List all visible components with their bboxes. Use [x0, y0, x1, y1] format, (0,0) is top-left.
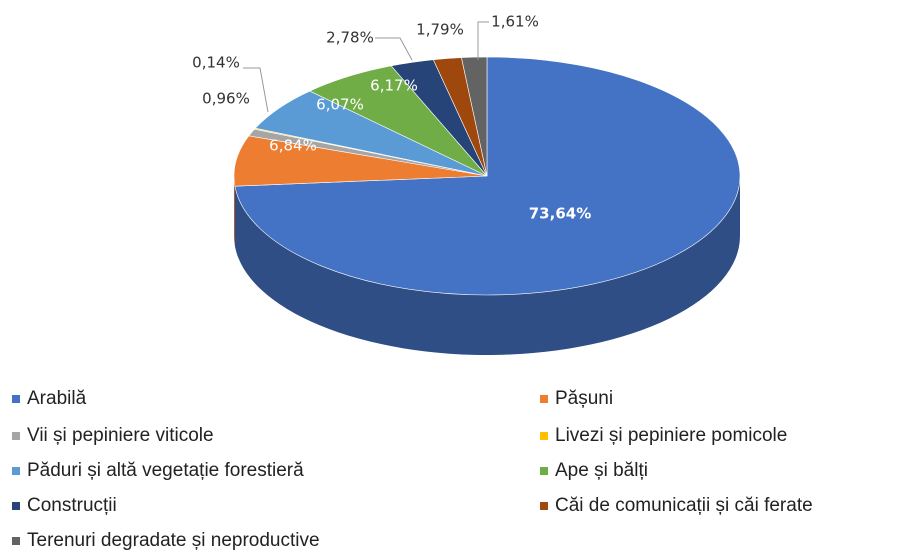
legend-label: Livezi și pepiniere pomicole	[555, 425, 787, 446]
slice	[234, 56, 741, 296]
data-label: 2,78%	[326, 29, 374, 47]
slice-side	[234, 176, 235, 247]
legend-label: Construcții	[27, 495, 117, 516]
legend-swatch	[12, 432, 20, 440]
data-label: 1,61%	[491, 13, 539, 31]
legend-swatch	[12, 502, 20, 510]
data-label: 0,96%	[202, 90, 250, 108]
leader-line	[243, 67, 269, 113]
slice	[233, 135, 488, 187]
data-label: 6,07%	[316, 96, 364, 114]
legend-swatch	[540, 502, 548, 510]
legend-label: Arabilă	[27, 388, 87, 409]
legend-swatch	[540, 395, 548, 403]
leader-line	[375, 37, 413, 61]
data-label: 6,17%	[370, 77, 418, 95]
legend-label: Păduri și altă vegetație forestieră	[27, 460, 304, 481]
legend-label: Vii și pepiniere viticole	[27, 425, 214, 446]
data-label: 1,79%	[416, 21, 464, 39]
legend-label: Ape și bălți	[555, 460, 648, 481]
slice	[461, 56, 488, 177]
data-label: 0,14%	[192, 54, 240, 72]
leader-line	[477, 21, 489, 60]
legend-swatch	[12, 395, 20, 403]
legend-swatch	[12, 537, 20, 545]
legend-swatch	[540, 467, 548, 475]
legend-label: Terenuri degradate și neproductive	[27, 530, 320, 551]
slice-side	[234, 176, 740, 355]
legend-label: Pășuni	[555, 388, 613, 409]
legend-swatch	[12, 467, 20, 475]
data-label: 6,84%	[269, 137, 317, 155]
data-label: 73,64%	[529, 205, 591, 223]
legend-swatch	[540, 432, 548, 440]
legend-label: Căi de comunicații și căi ferate	[555, 495, 813, 516]
